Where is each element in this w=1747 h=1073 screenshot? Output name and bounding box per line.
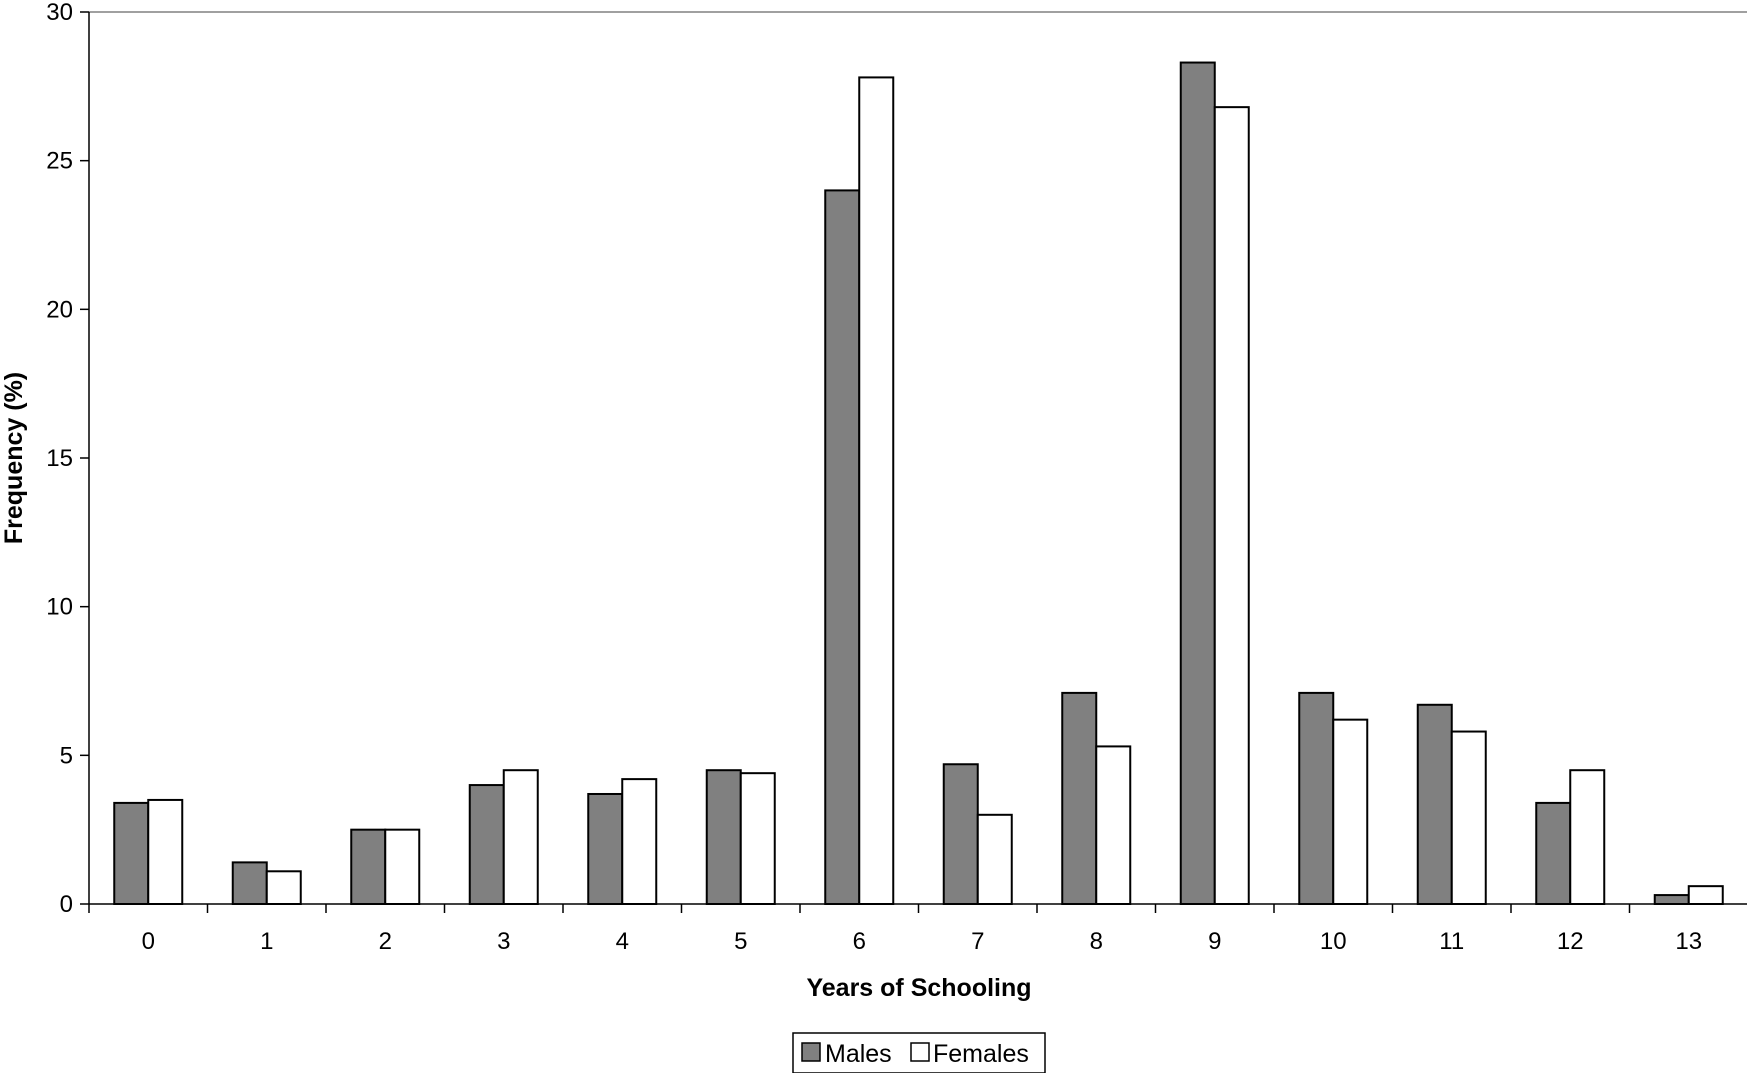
bar-females-4 [621,778,658,905]
bar-females-6 [858,76,895,905]
y-tick-label: 0 [60,891,73,918]
bar-males-12 [1535,801,1572,906]
bar-males-0 [113,801,150,906]
x-axis-title: Years of Schooling [806,974,1031,1002]
bar-males-10 [1298,691,1335,905]
bar-females-7 [976,813,1013,905]
bar-females-1 [265,870,302,905]
bar-males-1 [231,861,268,906]
bar-males-13 [1653,894,1690,906]
x-tick-label: 9 [1208,928,1221,955]
x-tick-label: 5 [734,928,747,955]
bar-males-11 [1416,703,1453,906]
y-tick-label: 15 [46,445,73,472]
bar-males-5 [705,769,742,906]
legend-swatch-males [801,1042,821,1062]
bar-males-2 [350,828,387,906]
y-axis-title: Frequency (%) [0,372,28,544]
bar-females-13 [1687,885,1724,905]
legend-label-males: Males [825,1040,892,1068]
y-tick-label: 20 [46,296,73,323]
x-tick-label: 6 [853,928,866,955]
bar-males-9 [1179,61,1216,905]
bar-males-7 [942,763,979,906]
bars-group [113,61,1724,906]
x-tick-label: 3 [497,928,510,955]
bar-males-3 [468,784,505,905]
bar-females-5 [739,772,776,905]
legend: Males Females [792,1032,1046,1073]
x-tick-label: 11 [1439,928,1464,955]
x-tick-label: 0 [142,928,155,955]
bar-females-0 [147,798,184,906]
bar-females-10 [1332,718,1369,905]
x-tick-label: 12 [1557,928,1584,955]
bar-females-9 [1213,106,1250,905]
y-tick-label: 10 [46,594,73,621]
x-tick-label: 1 [260,928,273,955]
x-tick-label: 13 [1675,928,1702,955]
legend-label-females: Females [933,1040,1029,1068]
legend-swatch-females [910,1042,930,1062]
y-tick-label: 5 [60,742,73,769]
bar-females-2 [384,828,421,906]
bar-males-8 [1061,691,1098,905]
bar-females-3 [502,769,539,906]
bar-females-12 [1569,769,1606,906]
bar-females-8 [1095,745,1132,905]
x-tick-label: 10 [1320,928,1347,955]
x-tick-label: 2 [379,928,392,955]
bar-males-4 [587,792,624,906]
y-tick-label: 30 [46,0,73,26]
bar-females-11 [1450,730,1487,906]
x-tick-label: 8 [1090,928,1103,955]
bar-males-6 [824,189,861,905]
y-tick-label: 25 [46,148,73,175]
x-tick-label: 7 [971,928,984,955]
x-tick-label: 4 [616,928,629,955]
